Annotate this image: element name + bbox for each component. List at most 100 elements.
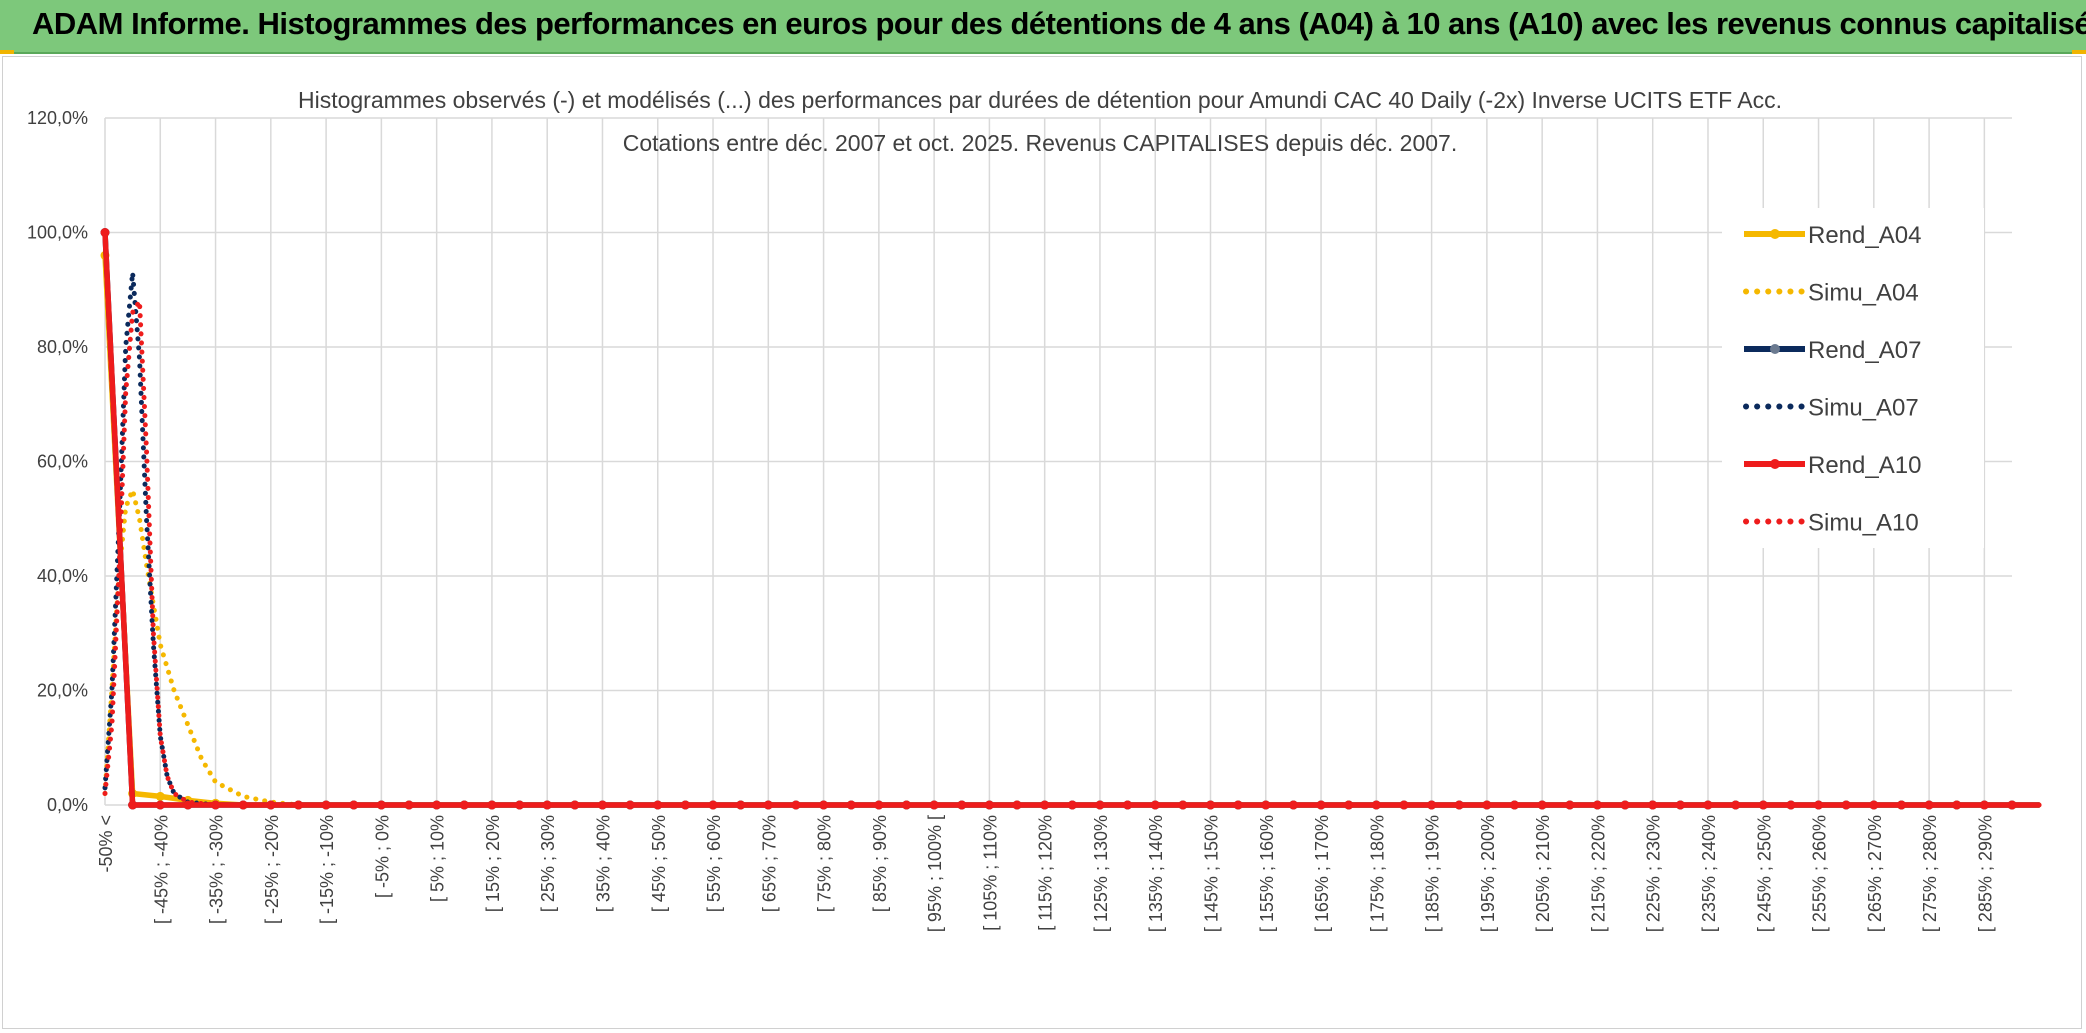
x-tick-label: [ -45% ; -40% xyxy=(151,815,171,924)
x-tick-label: [ 215% ; 220% xyxy=(1588,815,1608,932)
data-point xyxy=(1150,800,1160,810)
corner-mark-left xyxy=(0,50,14,54)
data-point xyxy=(1316,800,1326,810)
data-point xyxy=(293,800,303,810)
data-point xyxy=(1178,800,1188,810)
x-axis: -50% < [ -45% ; -40% [ -35% ; -30% [ -25% ;… xyxy=(96,815,1995,932)
data-point xyxy=(1233,800,1243,810)
legend-item-rend-a07: Rend_A07 xyxy=(1744,337,1921,364)
x-tick-label: [ 55% ; 60% xyxy=(704,815,724,912)
x-tick-label: [ 185% ; 190% xyxy=(1423,815,1443,932)
data-point xyxy=(1261,800,1271,810)
x-tick-label: [ 285% ; 290% xyxy=(1975,815,1995,932)
y-tick-label: 100,0% xyxy=(27,223,88,243)
data-point xyxy=(625,800,635,810)
data-point xyxy=(515,800,525,810)
data-point xyxy=(2007,800,2017,810)
data-point xyxy=(155,800,165,810)
data-point xyxy=(183,800,193,810)
plot-area xyxy=(100,228,2043,810)
x-tick-label: [ -25% ; -20% xyxy=(262,815,282,924)
data-point xyxy=(1648,800,1658,810)
legend-label: Simu_A04 xyxy=(1808,280,1919,307)
x-tick-label: [ 275% ; 280% xyxy=(1920,815,1940,932)
x-tick-label: [ 45% ; 50% xyxy=(649,815,669,912)
data-point xyxy=(1592,800,1602,810)
data-point xyxy=(321,800,331,810)
chart-title-line1: Histogrammes observés (-) et modélisés (… xyxy=(298,87,1782,113)
data-point xyxy=(238,800,248,810)
data-point xyxy=(542,800,552,810)
data-point xyxy=(100,228,110,237)
data-point xyxy=(901,800,911,810)
legend-item-simu-a04: Simu_A04 xyxy=(1743,280,1919,307)
series-simu-a10 xyxy=(102,298,2043,808)
data-point xyxy=(1012,800,1022,810)
x-tick-label: [ 195% ; 200% xyxy=(1478,815,1498,932)
legend-item-rend-a10: Rend_A10 xyxy=(1744,452,1921,479)
legend-swatch-marker xyxy=(1770,229,1780,239)
report-banner: ADAM Informe. Histogrammes des performan… xyxy=(0,0,2086,54)
data-point xyxy=(736,800,746,810)
legend-label: Simu_A07 xyxy=(1808,395,1919,422)
legend-label: Rend_A07 xyxy=(1808,337,1921,364)
report-title: ADAM Informe. Histogrammes des performan… xyxy=(32,6,2086,41)
data-point xyxy=(1565,800,1575,810)
chart-frame xyxy=(2,56,2082,1029)
legend-item-rend-a04: Rend_A04 xyxy=(1744,222,1921,249)
x-tick-label: [ 265% ; 270% xyxy=(1865,815,1885,932)
x-tick-label: [ 85% ; 90% xyxy=(870,815,890,912)
x-tick-label: [ -15% ; -10% xyxy=(317,815,337,924)
legend-swatch-marker xyxy=(1770,459,1780,469)
x-tick-label: [ 5% ; 10% xyxy=(428,815,448,902)
data-point xyxy=(1786,800,1796,810)
legend-label: Rend_A04 xyxy=(1808,222,1921,249)
data-point xyxy=(349,800,359,810)
data-point xyxy=(984,800,994,810)
legend-label: Simu_A10 xyxy=(1808,510,1919,537)
data-point xyxy=(1537,800,1547,810)
data-point xyxy=(1620,800,1630,810)
data-point xyxy=(1841,800,1851,810)
x-tick-label: [ 75% ; 80% xyxy=(815,815,835,912)
data-point xyxy=(1206,800,1216,810)
legend: Rend_A04 Simu_A04 Rend_A07 Simu_A07 Rend_A10… xyxy=(1722,208,1984,548)
x-tick-label: [ 175% ; 180% xyxy=(1367,815,1387,932)
data-point xyxy=(1067,800,1077,810)
data-point xyxy=(653,800,663,810)
data-point xyxy=(1510,800,1520,810)
data-point xyxy=(597,800,607,810)
data-point xyxy=(1814,800,1824,810)
x-tick-label: [ 155% ; 160% xyxy=(1257,815,1277,932)
data-point xyxy=(1869,800,1879,810)
data-point xyxy=(376,800,386,810)
data-point xyxy=(459,800,469,810)
data-point xyxy=(432,800,442,810)
data-point xyxy=(1979,800,1989,810)
corner-mark-right xyxy=(2072,50,2086,54)
data-point xyxy=(1758,800,1768,810)
y-axis: 0,0% 20,0% 40,0% 60,0% 80,0% 100,0% 120,0% xyxy=(27,108,88,815)
data-point xyxy=(708,800,718,810)
x-tick-label: [ -35% ; -30% xyxy=(207,815,227,924)
x-tick-label: [ 95% ; 100% [ xyxy=(925,815,945,932)
data-point xyxy=(929,800,939,810)
data-point xyxy=(791,800,801,810)
data-point xyxy=(819,800,829,810)
data-point xyxy=(874,800,884,810)
data-point xyxy=(1427,800,1437,810)
x-tick-label: [ 25% ; 30% xyxy=(538,815,558,912)
x-tick-label: -50% < xyxy=(96,815,116,873)
x-tick-label: [ 65% ; 70% xyxy=(759,815,779,912)
data-point xyxy=(1399,800,1409,810)
x-tick-label: [ 165% ; 170% xyxy=(1312,815,1332,932)
x-tick-label: [ 255% ; 260% xyxy=(1810,815,1830,932)
data-point xyxy=(1371,800,1381,810)
legend-label: Rend_A10 xyxy=(1808,452,1921,479)
data-point xyxy=(1482,800,1492,810)
data-point xyxy=(1731,800,1741,810)
data-point xyxy=(1454,800,1464,810)
data-point xyxy=(846,800,856,810)
data-point xyxy=(680,800,690,810)
